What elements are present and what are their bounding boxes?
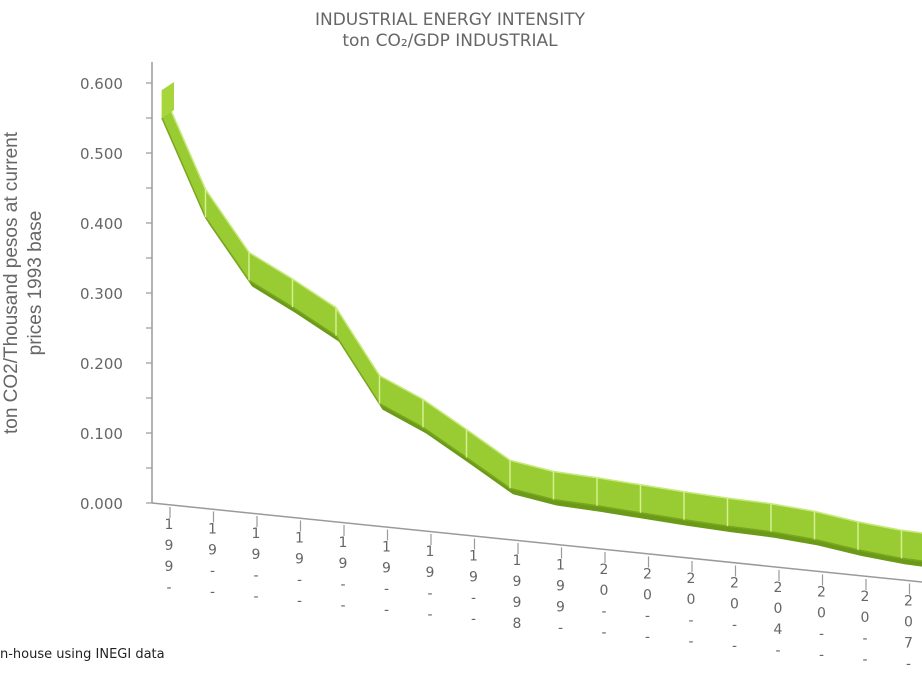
x-tick-label: -: [471, 612, 476, 628]
x-tick-label: 9: [295, 552, 304, 568]
x-tick-label: 9: [165, 538, 174, 554]
x-tick-label: -: [340, 577, 345, 593]
x-tick-label: -: [297, 573, 302, 589]
x-tick-label: -: [645, 609, 650, 625]
x-tick-label: -: [558, 621, 563, 637]
x-tick-label: 0: [687, 592, 696, 608]
chart-axes: [146, 62, 922, 583]
x-tick-label: 1: [556, 558, 565, 574]
x-tick-label: -: [732, 618, 737, 634]
x-tick-label: 1: [295, 531, 304, 547]
x-tick-label: 9: [382, 561, 391, 577]
data-segment: [291, 277, 337, 337]
x-tick-label: 1: [426, 544, 435, 560]
x-tick-label: 2: [817, 585, 826, 601]
x-tick-label: 1: [339, 535, 348, 551]
x-tick-label: 0: [600, 583, 609, 599]
y-tick-label: 0.100: [80, 425, 123, 443]
x-tick-label: -: [471, 591, 476, 607]
x-tick-label: 2: [600, 562, 609, 578]
x-tick-label: -: [688, 613, 693, 629]
x-tick-label: -: [166, 580, 171, 596]
data-segment: [335, 305, 381, 406]
x-tick-label: 0: [730, 597, 739, 613]
data-ribbon: [161, 82, 922, 567]
x-tick-label: 9: [252, 547, 261, 563]
chart-title-line-1: INDUSTRIAL ENERGY INTENSITY: [314, 10, 586, 30]
x-tick-label: 9: [513, 595, 522, 611]
x-tick-label: 2: [861, 589, 870, 605]
x-tick-label: -: [384, 582, 389, 598]
x-tick-label: 8: [513, 616, 522, 632]
y-tick-label: 0.500: [80, 145, 123, 163]
x-tick-label: -: [732, 639, 737, 655]
x-tick-label: -: [253, 589, 258, 605]
x-tick-label: -: [819, 627, 824, 643]
x-tick-label: 7: [904, 636, 913, 652]
chart-title-line-2: ton CO₂/GDP INDUSTRIAL: [342, 31, 558, 51]
ribbon-shadow: [162, 118, 922, 567]
x-tick-label: -: [819, 648, 824, 664]
x-tick-label: 1: [513, 553, 522, 569]
x-tick-label: 9: [208, 543, 217, 559]
x-tick-label: 9: [556, 579, 565, 595]
x-tick-label: -: [253, 568, 258, 584]
data-segment: [248, 251, 294, 309]
x-tick-label: 2: [730, 576, 739, 592]
x-tick-label: 9: [513, 574, 522, 590]
x-tick-label: 2: [687, 571, 696, 587]
x-tick-label: 9: [165, 559, 174, 575]
x-tick-label: 1: [165, 517, 174, 533]
x-tick-label: 1: [252, 526, 261, 542]
x-tick-label: 2: [774, 580, 783, 596]
x-tick-label: 0: [643, 588, 652, 604]
x-tick-label: -: [906, 657, 911, 673]
ribbon-top-edge: [161, 89, 922, 534]
x-tick-label: -: [862, 652, 867, 668]
x-tick-label: 1: [208, 522, 217, 538]
x-tick-label: 2: [904, 594, 913, 610]
data-segment: [422, 398, 468, 459]
data-segment: [204, 187, 250, 283]
x-tick-label: -: [427, 607, 432, 623]
x-tick-label: 9: [469, 570, 478, 586]
x-tick-label: 1: [469, 549, 478, 565]
y-tick-label: 0.600: [80, 75, 123, 93]
x-tick-label: -: [645, 630, 650, 646]
x-axis-line: [151, 502, 922, 583]
x-tick-label: -: [601, 604, 606, 620]
ribbon-cap: [162, 82, 174, 118]
x-tick-label: -: [688, 634, 693, 650]
x-tick-label: 0: [861, 610, 870, 626]
source-note: n-house using INEGI data: [0, 647, 165, 662]
x-tick-label: 0: [774, 601, 783, 617]
x-tick-label: -: [862, 631, 867, 647]
x-tick-label: -: [210, 585, 215, 601]
x-tick-label: 0: [817, 606, 826, 622]
y-tick-label: 0.000: [80, 495, 123, 513]
x-tick-label: 2: [643, 567, 652, 583]
y-tick-label: 0.200: [80, 355, 123, 373]
x-tick-label: -: [210, 564, 215, 580]
x-tick-label: -: [775, 643, 780, 659]
y-tick-label: 0.300: [80, 285, 123, 303]
x-tick-label: 9: [556, 600, 565, 616]
x-tick-label: -: [340, 598, 345, 614]
x-tick-label: 0: [904, 615, 913, 631]
data-segment: [465, 428, 511, 490]
x-tick-label: -: [384, 603, 389, 619]
x-tick-labels: 1 9 9 - 1 9 - - 1 9 - - 1 9 - - 1 9 - - 1 9 - - 1 9 - - 1 9 - - 1 9 9 8 1 9 9 -…: [165, 507, 913, 673]
x-tick-label: 9: [339, 556, 348, 572]
x-tick-label: 1: [382, 540, 391, 556]
x-tick-label: -: [297, 594, 302, 610]
y-tick-label: 0.400: [80, 215, 123, 233]
x-tick-label: -: [427, 586, 432, 602]
x-tick-label: 4: [774, 622, 783, 638]
data-segment: [900, 529, 922, 562]
x-tick-label: -: [601, 625, 606, 641]
x-tick-label: 9: [426, 565, 435, 581]
y-tick-labels: 0.600 0.500 0.400 0.300 0.200 0.100 0.000: [80, 75, 123, 513]
